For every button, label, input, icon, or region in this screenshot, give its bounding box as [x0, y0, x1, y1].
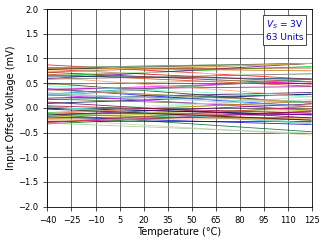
- Y-axis label: Input Offset Voltage (mV): Input Offset Voltage (mV): [6, 46, 16, 170]
- X-axis label: Temperature (°C): Temperature (°C): [137, 227, 222, 237]
- Text: $V_S$ = 3V
63 Units: $V_S$ = 3V 63 Units: [266, 19, 304, 42]
